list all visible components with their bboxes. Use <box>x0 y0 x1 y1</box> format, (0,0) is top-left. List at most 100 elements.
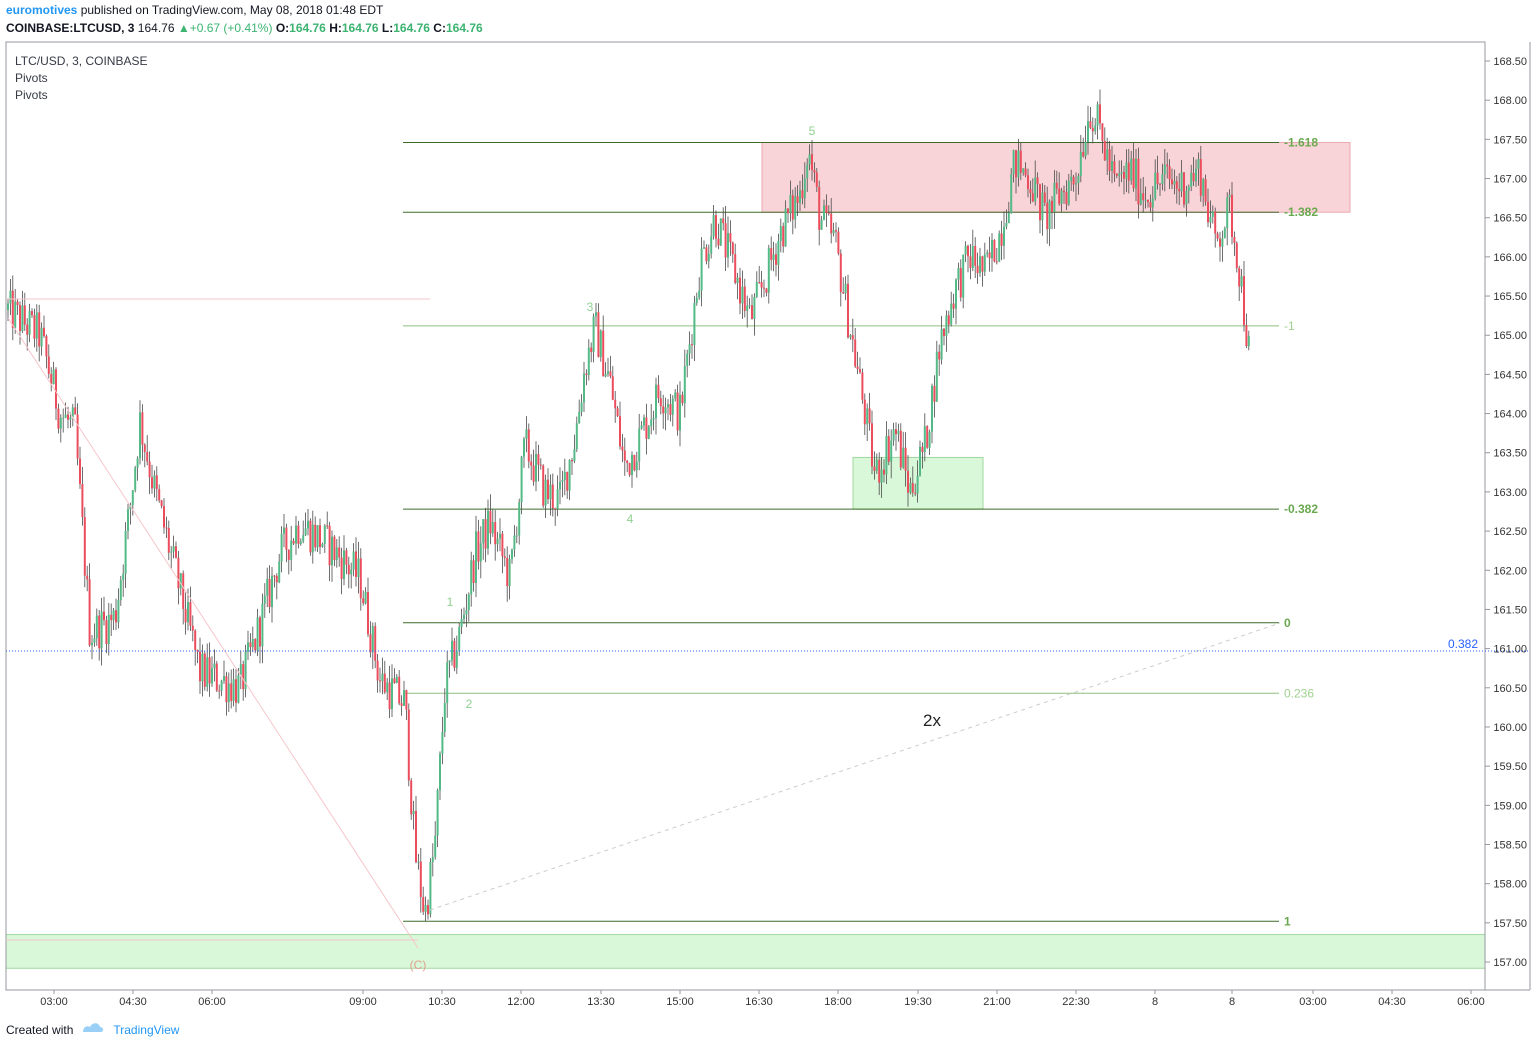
candle-down <box>235 679 237 703</box>
candle-down <box>1031 192 1034 202</box>
candle-down <box>11 290 14 329</box>
candle-down <box>676 392 679 431</box>
down-trend-line <box>7 317 419 949</box>
candle-down <box>489 510 492 534</box>
candle-up <box>136 458 139 468</box>
tradingview-logo-icon[interactable] <box>81 1021 105 1038</box>
candle-up <box>909 483 912 493</box>
candle-up <box>523 438 525 457</box>
candle-down <box>167 528 170 553</box>
candle-up <box>1077 176 1080 184</box>
candle-down <box>899 430 902 468</box>
candle-up <box>331 536 333 566</box>
candle-down <box>23 305 26 325</box>
candle-up <box>278 561 281 583</box>
red-resistance-zone <box>761 141 1351 213</box>
candle-down <box>199 651 201 682</box>
candle-down <box>98 615 101 649</box>
candle-down <box>1233 237 1236 244</box>
fib-label-3: -0.382 <box>1284 502 1318 516</box>
candle-down <box>1156 172 1159 184</box>
candle-up <box>321 543 324 548</box>
candle-down <box>1051 200 1053 213</box>
legend-symbol[interactable]: LTC/USD, 3, COINBASE <box>15 54 148 68</box>
candle-up <box>979 256 981 274</box>
candle-up <box>1130 158 1133 181</box>
candle-up <box>335 547 338 560</box>
candle-up <box>693 302 696 345</box>
candle-down <box>1175 181 1178 189</box>
candle-down <box>158 489 161 501</box>
candle-down <box>1036 177 1039 185</box>
candle-up <box>35 312 38 339</box>
candle-down <box>969 256 972 268</box>
tradingview-link[interactable]: TradingView <box>113 1022 180 1037</box>
fib-label-0: -1.618 <box>1284 135 1318 149</box>
candle-up <box>1048 200 1051 230</box>
candle-down <box>847 283 849 338</box>
legend-indicator-pivots-1[interactable]: Pivots <box>15 71 48 85</box>
candle-up <box>779 226 782 241</box>
candle-up <box>1240 276 1243 287</box>
candle-down <box>1235 243 1238 269</box>
fib-label-6: 1 <box>1284 914 1291 928</box>
candle-up <box>1111 161 1113 172</box>
candle-up <box>1190 172 1193 187</box>
candle-down <box>501 533 504 557</box>
candle-up <box>1067 181 1070 205</box>
candle-down <box>959 268 962 298</box>
price-tick-label: 160.50 <box>1493 683 1527 695</box>
candle-down <box>616 408 619 417</box>
candle-up <box>1017 150 1020 178</box>
candle-down <box>151 477 153 489</box>
candle-down <box>815 172 818 187</box>
candle-up <box>59 417 62 429</box>
candle-down <box>842 292 845 294</box>
candle-down <box>419 861 422 898</box>
annotation-layer: 0.382 1 2 3 4 5 (C) 2x <box>6 124 1530 972</box>
candle-down <box>835 230 837 232</box>
candle-down <box>623 450 626 461</box>
candle-down <box>1043 192 1046 203</box>
candle-up <box>487 510 489 549</box>
candle-down <box>340 557 343 580</box>
candle-up <box>746 305 749 311</box>
publisher-user-link[interactable]: euromotives <box>6 3 78 17</box>
candle-up <box>753 296 756 319</box>
price-tick-label: 162.50 <box>1493 526 1527 538</box>
candle-down <box>1113 161 1116 174</box>
candle-up <box>431 857 434 862</box>
price-tick-label: 157.50 <box>1493 918 1527 930</box>
candle-up <box>950 303 953 325</box>
candle-up <box>124 531 127 574</box>
legend-indicator-pivots-2[interactable]: Pivots <box>15 88 48 102</box>
candle-up <box>9 290 12 304</box>
candle-up <box>467 594 470 610</box>
candle-down <box>314 524 317 548</box>
candle-down <box>1091 127 1094 132</box>
candle-down <box>1101 123 1104 141</box>
candle-up <box>592 316 595 353</box>
candle-down <box>530 461 533 466</box>
fib-label-1: -1.382 <box>1284 205 1318 219</box>
candle-up <box>508 559 511 587</box>
candle-up <box>563 471 566 480</box>
candle-up <box>179 573 182 589</box>
candle-down <box>811 154 813 170</box>
candle-up <box>458 626 461 652</box>
candle-down <box>415 810 417 863</box>
candle-down <box>38 312 41 347</box>
candle-up <box>107 614 110 644</box>
annotation-2x: 2x <box>923 711 941 730</box>
candle-down <box>796 196 799 204</box>
candle-down <box>551 484 554 509</box>
candle-down <box>285 527 288 550</box>
candle-up <box>638 428 641 462</box>
candle-down <box>943 328 945 337</box>
candle-down <box>67 414 69 420</box>
candle-down <box>81 484 84 518</box>
candle-up <box>885 436 888 475</box>
candle-down <box>542 465 545 506</box>
candle-down <box>506 557 509 587</box>
